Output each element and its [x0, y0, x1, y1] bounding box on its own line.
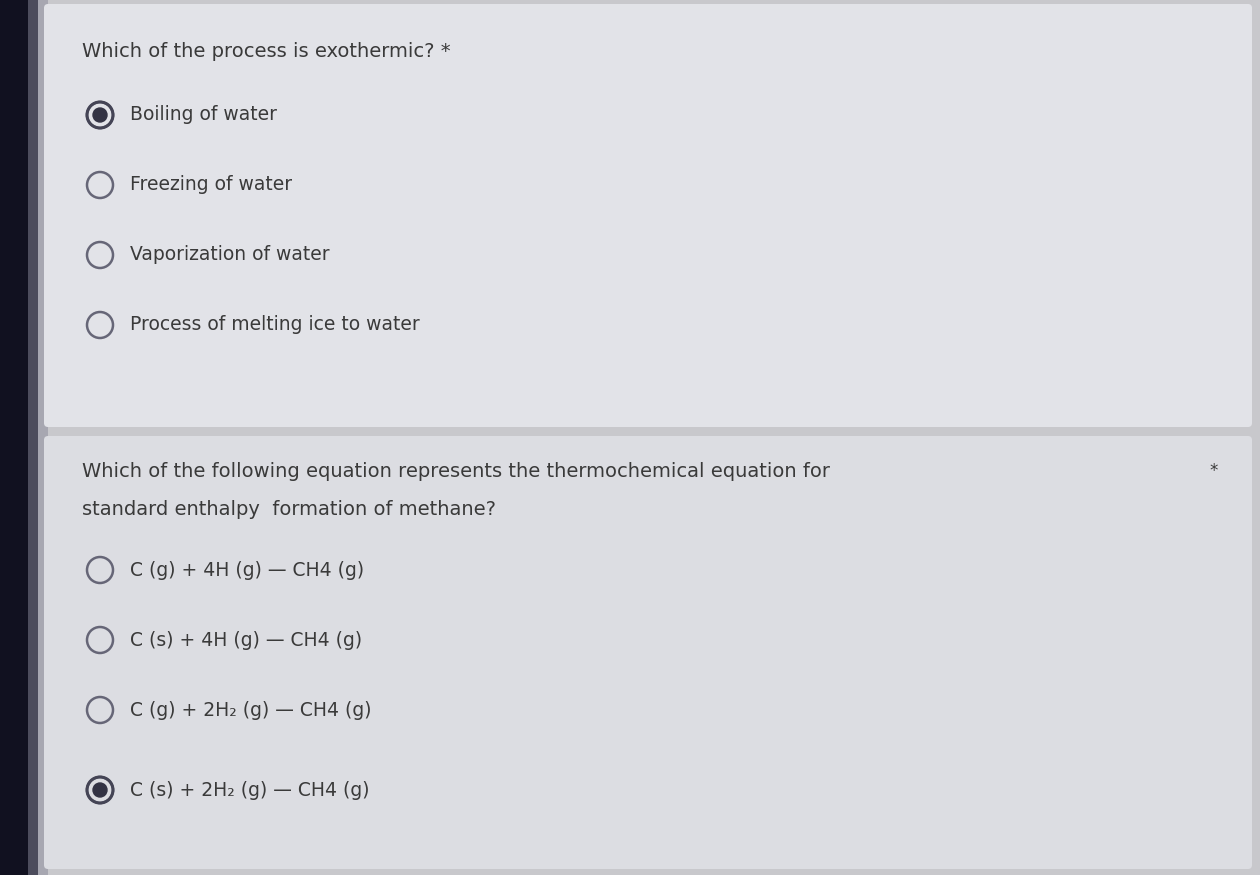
Text: Process of melting ice to water: Process of melting ice to water [130, 316, 420, 334]
Text: standard enthalpy  formation of methane?: standard enthalpy formation of methane? [82, 500, 496, 519]
Text: C (g) + 4H (g) — CH4 (g): C (g) + 4H (g) — CH4 (g) [130, 561, 364, 579]
Text: C (g) + 2H₂ (g) — CH4 (g): C (g) + 2H₂ (g) — CH4 (g) [130, 701, 372, 719]
FancyBboxPatch shape [44, 4, 1252, 427]
Bar [28, 0, 48, 875]
Bar [0, 0, 38, 875]
Circle shape [93, 783, 107, 797]
Text: Which of the following equation represents the thermochemical equation for: Which of the following equation represen… [82, 462, 830, 481]
Text: *: * [1210, 462, 1218, 480]
Text: Which of the process is exothermic? *: Which of the process is exothermic? * [82, 42, 451, 61]
Text: C (s) + 4H (g) — CH4 (g): C (s) + 4H (g) — CH4 (g) [130, 631, 362, 649]
Circle shape [93, 108, 107, 122]
Text: Vaporization of water: Vaporization of water [130, 246, 330, 264]
Text: C (s) + 2H₂ (g) — CH4 (g): C (s) + 2H₂ (g) — CH4 (g) [130, 780, 369, 800]
Text: Freezing of water: Freezing of water [130, 176, 292, 194]
FancyBboxPatch shape [44, 436, 1252, 869]
Text: Boiling of water: Boiling of water [130, 106, 277, 124]
